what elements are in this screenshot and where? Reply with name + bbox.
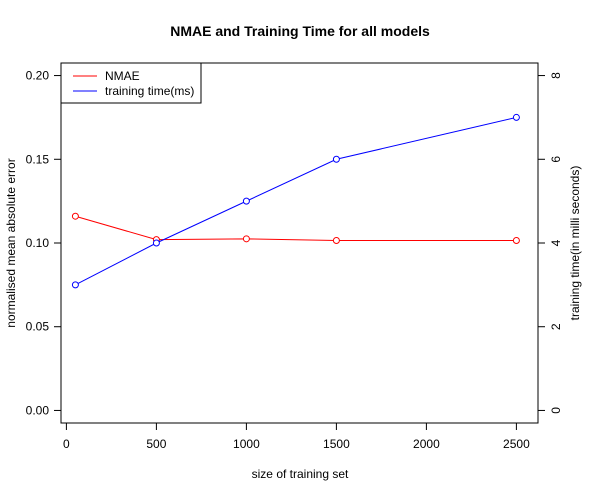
x-tick-label: 2000 [413,437,440,451]
data-point-nmae [242,235,250,243]
x-tick-label: 0 [63,437,70,451]
data-point-nmae [512,236,520,244]
left-y-tick-label: 0.10 [26,236,50,250]
x-axis-label: size of training set [252,467,349,481]
plot-frame [60,62,539,424]
right-y-tick-label: 2 [549,323,563,330]
legend-label-training-time: training time(ms) [105,84,194,98]
data-point-training-time [152,239,160,247]
series-line-nmae [75,215,517,241]
chart-title: NMAE and Training Time for all models [170,23,430,39]
left-y-axis: 0.00 0.05 0.10 0.15 0.20 [26,69,61,417]
legend-label-nmae: NMAE [105,69,140,83]
right-y-axis-label: training time(in milli seconds) [568,166,582,321]
right-y-tick-label: 8 [549,72,563,79]
right-y-tick-label: 0 [549,407,563,414]
legend: NMAE training time(ms) [60,62,202,104]
data-point-nmae [71,212,79,220]
x-tick-label: 1000 [233,437,260,451]
left-y-tick-label: 0.20 [26,69,50,83]
right-y-axis: 0 2 4 6 8 [538,72,563,414]
data-point-training-time [332,155,340,163]
x-tick-label: 2500 [503,437,530,451]
data-point-training-time [71,281,79,289]
data-point-nmae [332,236,340,244]
series-layer [71,113,520,289]
data-point-training-time [512,113,520,121]
x-tick-label: 1500 [323,437,350,451]
left-y-tick-label: 0.05 [26,320,50,334]
x-tick-label: 500 [146,437,166,451]
right-y-tick-label: 4 [549,239,563,246]
right-y-tick-label: 6 [549,156,563,163]
series-line-training-time [75,116,517,286]
data-point-training-time [242,197,250,205]
legend-box [60,62,202,104]
x-axis: 0 500 1000 1500 2000 2500 [63,423,530,451]
left-y-tick-label: 0.15 [26,152,50,166]
left-y-axis-label: normalised mean absolute error [4,158,18,327]
left-y-tick-label: 0.00 [26,403,50,417]
